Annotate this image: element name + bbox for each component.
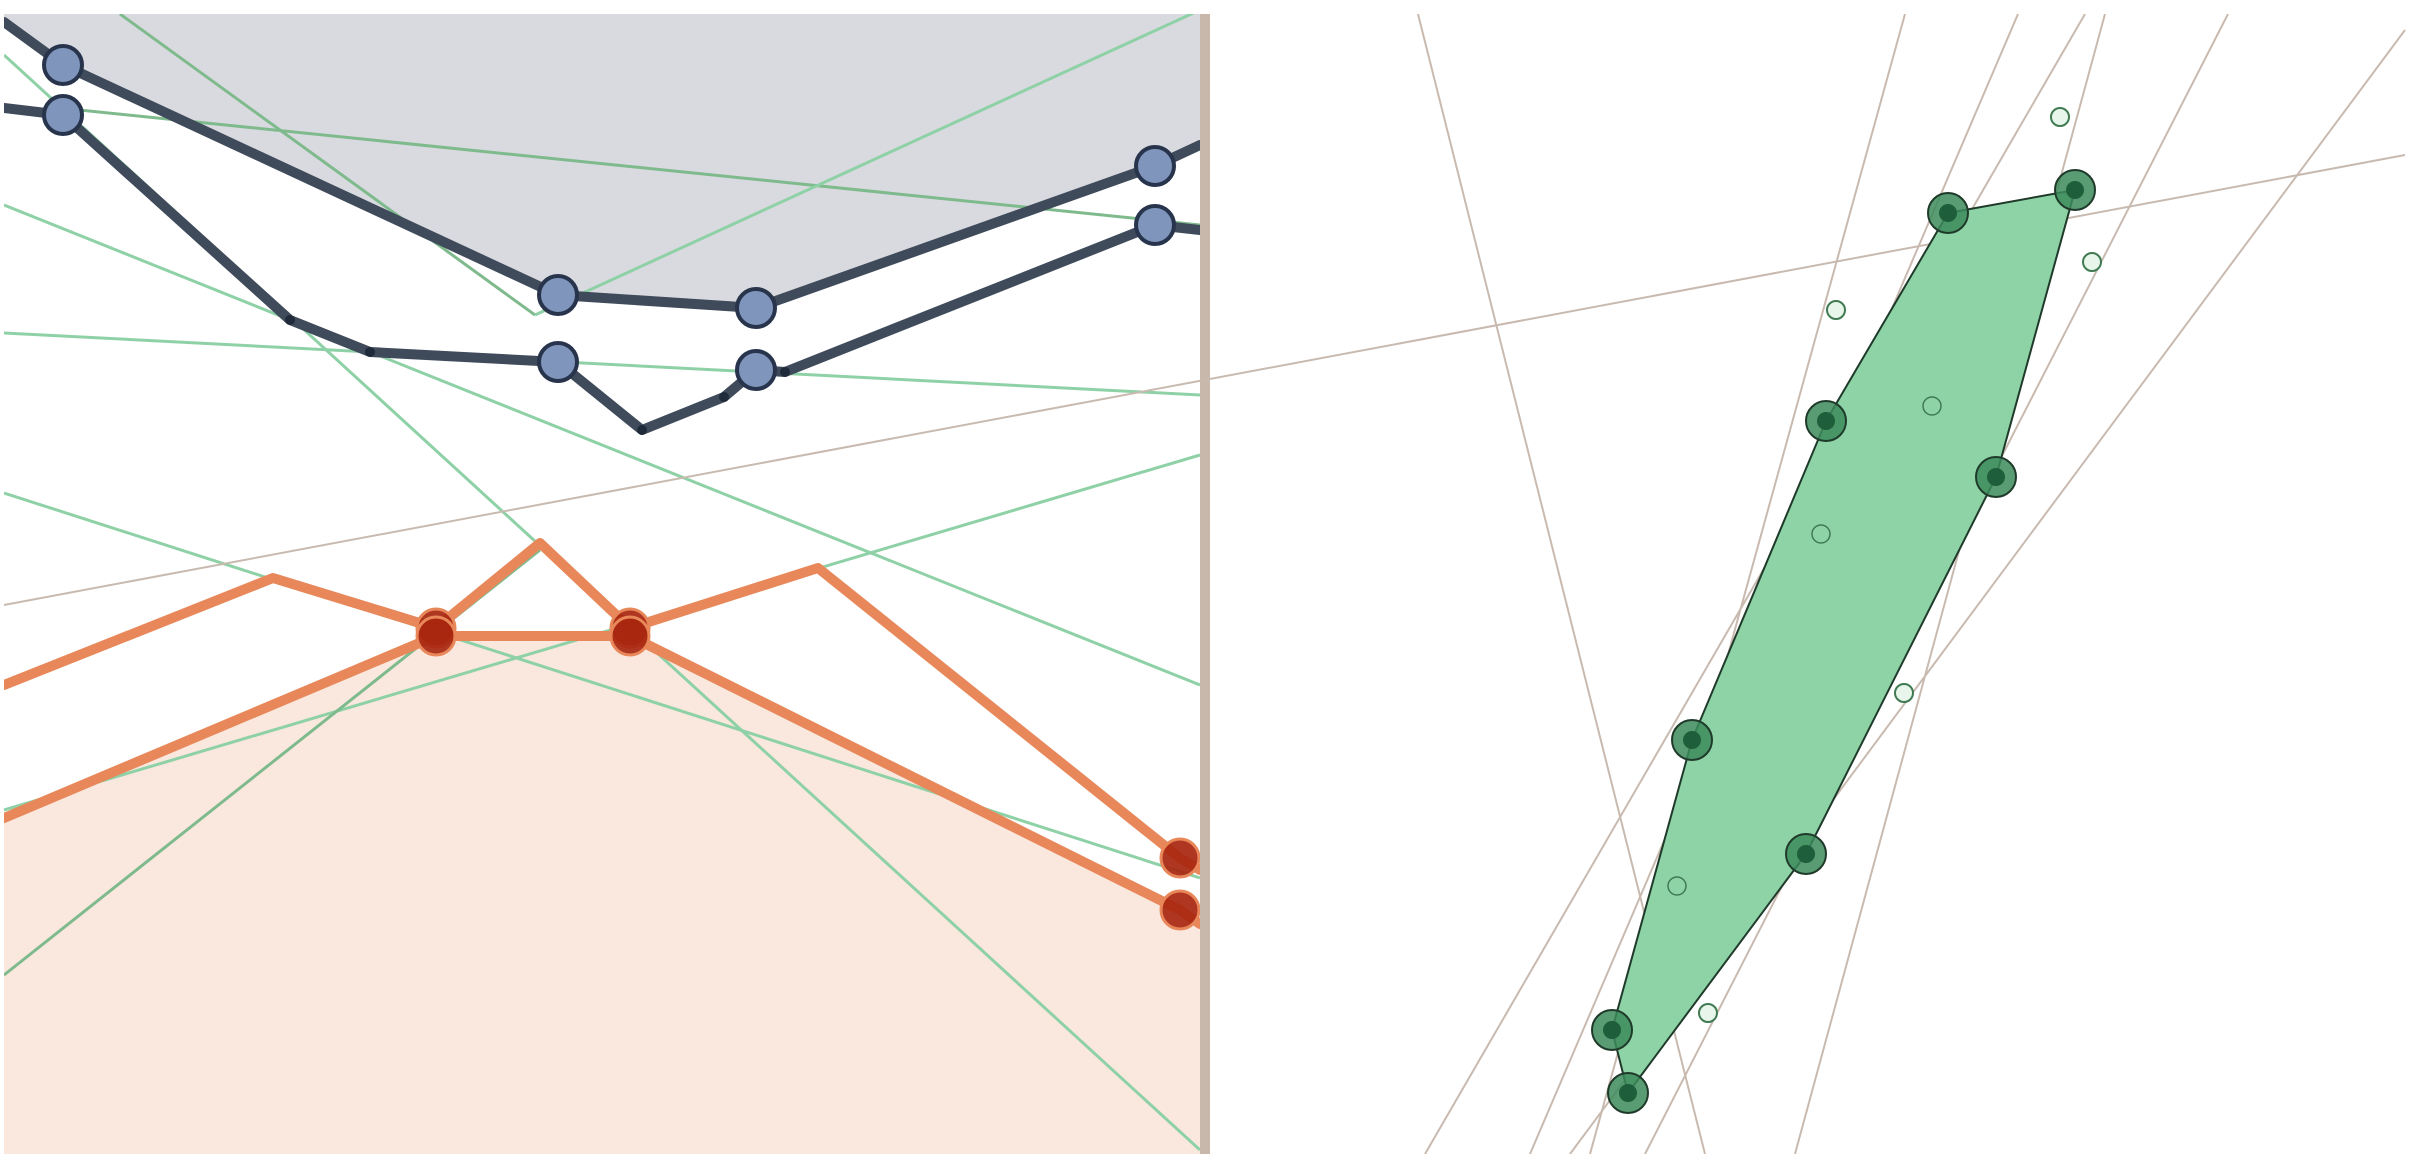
vertex-node-icon [1975, 456, 2017, 498]
blue-node [537, 274, 579, 316]
red-node [1159, 889, 1200, 931]
vertex-node-icon [1785, 833, 1827, 875]
green-line [534, 14, 1195, 317]
right-panel [1417, 14, 2406, 1154]
green-line [4, 491, 1200, 880]
red-node [415, 615, 457, 657]
vertex-node-icon [1591, 1009, 1633, 1051]
blue-node [1134, 145, 1176, 187]
point-marker-icon [2050, 107, 2070, 127]
blue-node [42, 94, 84, 136]
construction-line [1424, 14, 2086, 1154]
vertex-node-icon [1927, 192, 1969, 234]
dark-small-node [285, 315, 295, 325]
vertex-node-icon [2054, 169, 2096, 211]
green-line [59, 106, 1200, 227]
red-nodes [415, 607, 1200, 931]
blue-nodes [42, 44, 1176, 391]
dark-small-node [719, 392, 729, 402]
left-panel [4, 14, 1200, 1154]
dark-small-node [365, 347, 375, 357]
dark-small-node [637, 425, 647, 435]
dark-small-node [780, 367, 790, 377]
blue-node [735, 287, 777, 329]
point-marker-icon [1894, 683, 1914, 703]
point-marker-icon [1667, 876, 1687, 896]
lower-envelope-fill [4, 636, 1200, 1154]
vertex-node-icon [1671, 719, 1713, 761]
vertex-node-icon [1805, 400, 1847, 442]
dark-small-nodes [285, 315, 790, 435]
point-markers [1667, 107, 2102, 1023]
vertex-node-icon [1607, 1072, 1649, 1114]
blue-node [1134, 204, 1176, 246]
point-marker-icon [2082, 252, 2102, 272]
blue-node [42, 44, 84, 86]
panel-divider [1200, 14, 1210, 1154]
point-marker-icon [1922, 396, 1942, 416]
blue-node [735, 349, 777, 391]
convex-polygon [1611, 189, 2076, 1094]
green-line [4, 203, 1200, 687]
point-marker-icon [1826, 300, 1846, 320]
orange-polyline-upper [4, 538, 1200, 875]
point-marker-icon [1811, 524, 1831, 544]
red-node [609, 615, 651, 657]
green-line [119, 14, 536, 317]
green-line [4, 331, 1200, 397]
point-marker-icon [1698, 1003, 1718, 1023]
blue-node [537, 341, 579, 383]
red-node [1159, 837, 1200, 879]
polygon-vertices [1591, 169, 2096, 1114]
upper-envelope-fill [4, 14, 1200, 308]
